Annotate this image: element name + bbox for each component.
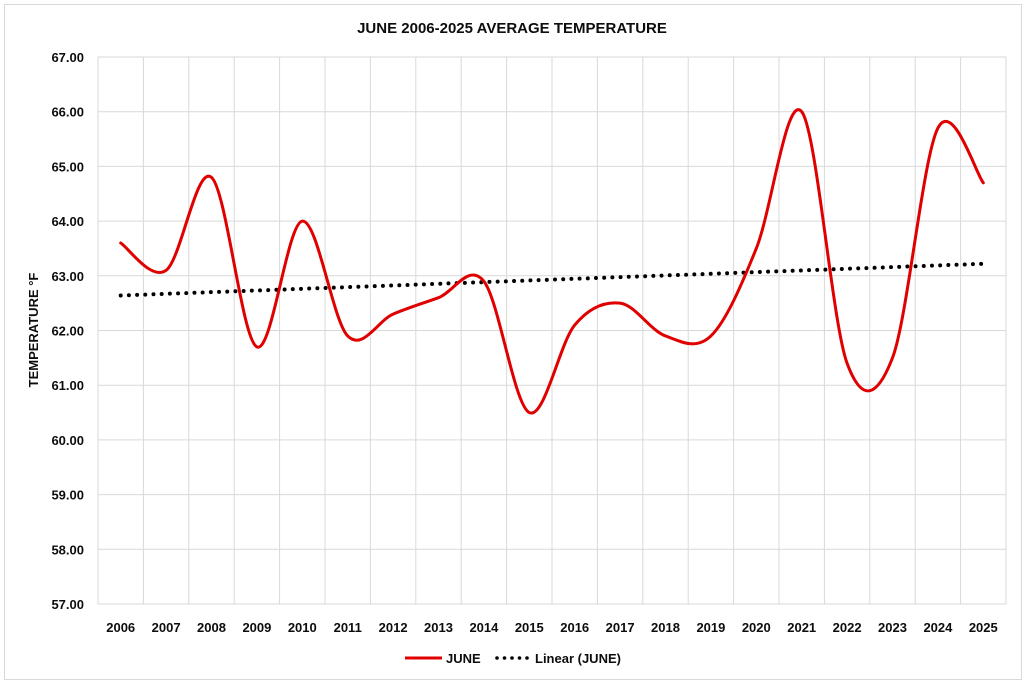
x-tick-label: 2016 xyxy=(560,620,589,635)
x-tick-label: 2010 xyxy=(288,620,317,635)
data-point-june-2007 xyxy=(164,268,168,272)
x-axis-ticks: 2006 2007 2008 2009 2010 2011 2012 2013 2014 2015… xyxy=(106,620,998,635)
x-tick-label: 2011 xyxy=(334,620,362,635)
legend-label-linear: Linear (JUNE) xyxy=(535,651,621,666)
y-axis-ticks: 57.00 58.00 59.00 60.00 61.00 62.00 63.00 64.00… xyxy=(51,50,84,612)
data-point-june-2013 xyxy=(437,296,441,300)
series-layer xyxy=(118,108,986,415)
legend: JUNE Linear (JUNE) xyxy=(405,651,621,666)
y-tick-label: 61.00 xyxy=(51,378,84,393)
y-tick-label: 62.00 xyxy=(51,324,84,339)
chart-title: JUNE 2006-2025 AVERAGE TEMPERATURE xyxy=(357,20,667,37)
data-point-june-2017 xyxy=(618,301,622,305)
data-point-june-2015 xyxy=(527,411,531,415)
y-tick-label: 65.00 xyxy=(51,159,84,174)
legend-dot xyxy=(517,656,522,660)
y-tick-label: 60.00 xyxy=(51,433,84,448)
x-tick-label: 2009 xyxy=(242,620,271,635)
x-tick-label: 2015 xyxy=(515,620,544,635)
y-tick-label: 63.00 xyxy=(51,269,84,284)
x-tick-label: 2024 xyxy=(923,620,953,635)
x-tick-label: 2007 xyxy=(152,620,181,635)
data-point-june-2024 xyxy=(936,126,940,130)
legend-dot xyxy=(525,656,529,660)
data-point-june-2023 xyxy=(891,356,895,360)
legend-dot xyxy=(502,656,507,660)
data-point-june-2006 xyxy=(119,241,123,245)
x-tick-label: 2017 xyxy=(606,620,635,635)
x-tick-label: 2023 xyxy=(878,620,907,635)
y-tick-label: 67.00 xyxy=(51,50,84,65)
x-tick-label: 2021 xyxy=(787,620,816,635)
x-tick-label: 2018 xyxy=(651,620,680,635)
x-tick-label: 2012 xyxy=(379,620,408,635)
data-point-june-2022 xyxy=(845,361,849,365)
chart-frame xyxy=(4,4,1022,680)
x-tick-label: 2014 xyxy=(469,620,499,635)
data-point-june-2018 xyxy=(664,334,668,338)
x-tick-label: 2008 xyxy=(197,620,226,635)
y-tick-label: 57.00 xyxy=(51,597,84,612)
data-point-june-2012 xyxy=(391,312,395,316)
y-axis-label: TEMPERATURE °F xyxy=(26,273,41,388)
data-point-june-2021 xyxy=(800,110,804,114)
data-point-june-2011 xyxy=(346,334,350,338)
x-tick-label: 2006 xyxy=(106,620,135,635)
y-tick-label: 58.00 xyxy=(51,542,84,557)
data-point-june-2014 xyxy=(482,279,486,283)
x-tick-label: 2020 xyxy=(742,620,771,635)
data-point-june-2009 xyxy=(255,345,259,349)
data-point-june-2019 xyxy=(709,334,713,338)
gridlines xyxy=(97,56,1007,605)
legend-dot xyxy=(510,656,514,660)
data-point-june-2020 xyxy=(754,246,758,250)
x-tick-label: 2022 xyxy=(833,620,862,635)
series-line-june xyxy=(119,108,985,415)
data-point-june-2025 xyxy=(981,181,985,185)
y-tick-label: 66.00 xyxy=(51,105,84,120)
legend-label-june: JUNE xyxy=(446,651,481,666)
data-point-june-2010 xyxy=(300,219,304,223)
data-point-june-2008 xyxy=(210,175,214,179)
y-tick-label: 59.00 xyxy=(51,488,84,503)
y-tick-label: 64.00 xyxy=(51,214,84,229)
legend-swatch-linear xyxy=(495,656,529,660)
x-tick-label: 2025 xyxy=(969,620,998,635)
data-point-june-2016 xyxy=(573,323,577,327)
legend-dot xyxy=(495,656,499,660)
x-tick-label: 2013 xyxy=(424,620,453,635)
x-tick-label: 2019 xyxy=(696,620,725,635)
